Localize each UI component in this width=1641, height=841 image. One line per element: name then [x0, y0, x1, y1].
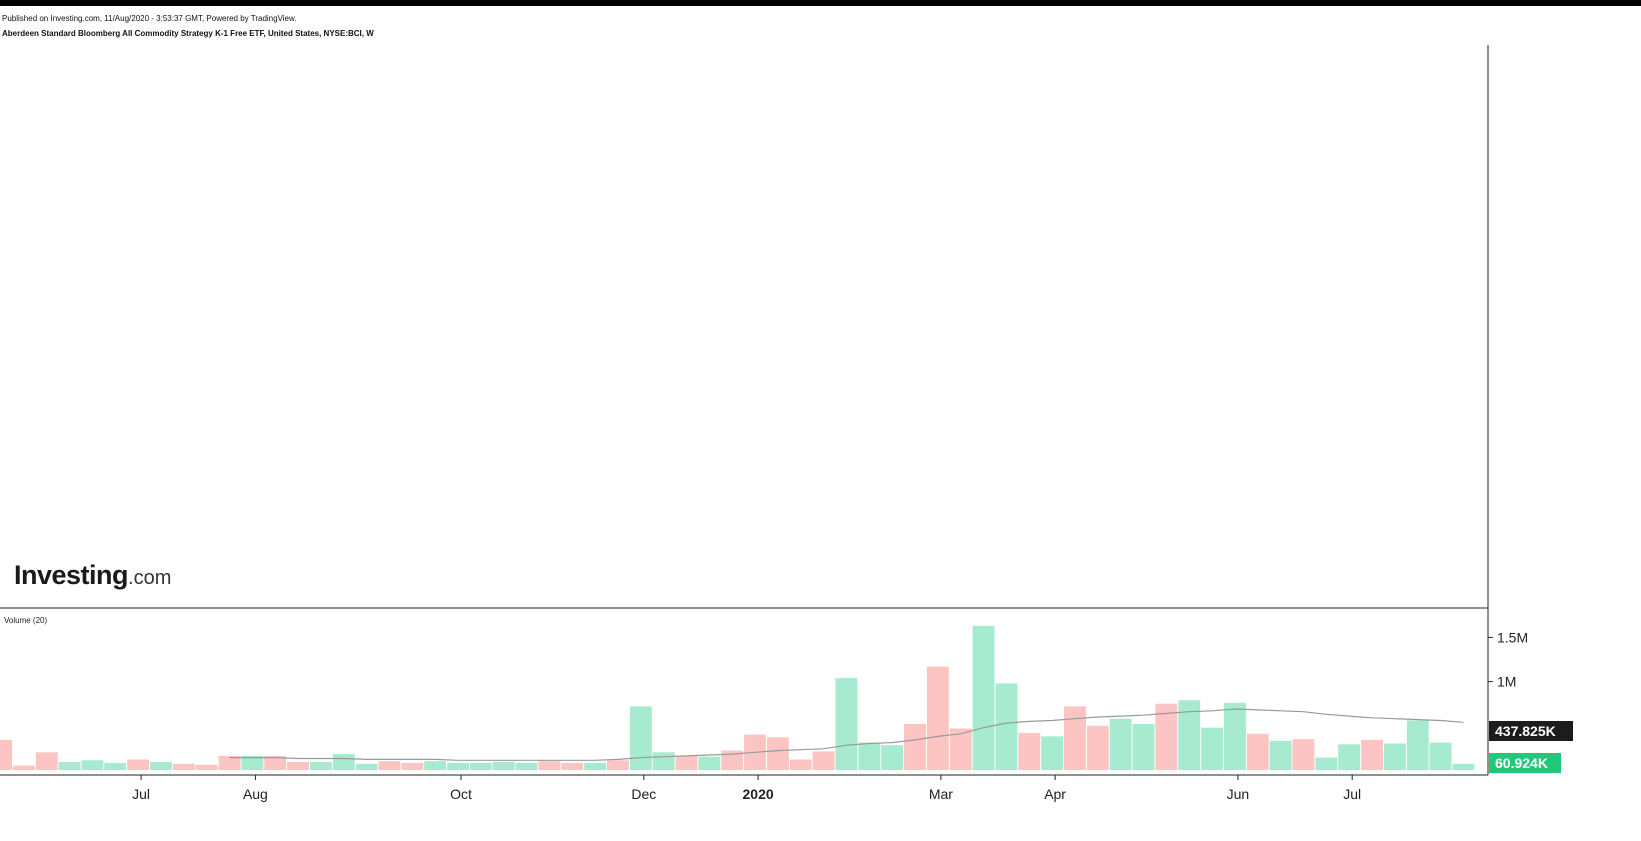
volume-bar: [835, 678, 858, 770]
volume-bar: [629, 706, 652, 770]
volume-bar: [492, 762, 515, 770]
time-axis-ticks: Jul Aug Oct Dec 2020 Mar Apr Jun Jul: [132, 775, 1361, 802]
volume-bar: [1064, 706, 1086, 770]
volume-bar: [0, 739, 12, 770]
volume-bar: [104, 762, 127, 770]
volume-bar: [58, 762, 81, 770]
last-volume-badge-label: 60.924K: [1495, 755, 1548, 771]
chart-axes: [0, 45, 1489, 776]
volume-bar: [972, 625, 995, 770]
volume-bar: [1406, 720, 1429, 770]
volume-bar: [195, 764, 218, 770]
volume-bar: [150, 762, 172, 770]
volume-bar: [1361, 739, 1383, 770]
volume-bar: [35, 752, 58, 770]
volume-bar: [81, 760, 104, 770]
volume-bar: [949, 728, 972, 770]
volume-bar: [332, 754, 355, 770]
volume-bar: [1383, 743, 1406, 770]
volume-bar: [1338, 744, 1361, 770]
time-tick-label: Apr: [1044, 786, 1066, 802]
time-tick-label: 2020: [743, 786, 774, 802]
top-border: [0, 0, 1641, 6]
volume-bar: [721, 750, 744, 770]
volume-bar: [1109, 718, 1132, 770]
logo-suffix: .com: [128, 567, 172, 589]
volume-bar: [172, 763, 195, 770]
volume-bar: [355, 763, 378, 770]
volume-bar: [767, 737, 789, 770]
volume-bar: [675, 755, 698, 770]
time-tick-label: Dec: [631, 786, 656, 802]
volume-bar: [218, 755, 241, 770]
volume-bar: [1041, 736, 1064, 770]
volume-bar: [241, 755, 264, 770]
last-volume-badge: 60.924K: [1489, 753, 1561, 773]
logo-main: Investing: [14, 560, 129, 590]
time-tick-label: Aug: [243, 786, 268, 802]
volume-bar: [698, 756, 721, 770]
volume-bar: [447, 762, 469, 770]
volume-tick-label: 1M: [1497, 674, 1516, 690]
volume-ma-badge-label: 437.825K: [1495, 723, 1556, 739]
time-tick-label: Jul: [132, 786, 150, 802]
volume-pane-label: Volume (20): [4, 616, 48, 625]
volume-ma-line: [229, 708, 1464, 761]
volume-bar: [1201, 727, 1223, 770]
volume-ma-badge: 437.825K: [1489, 721, 1573, 741]
volume-tick-label: 1.5M: [1497, 629, 1528, 645]
time-tick-label: Mar: [929, 786, 953, 802]
volume-bar: [538, 761, 561, 770]
volume-axis-ticks: 1.5M 1M: [1488, 629, 1528, 690]
volume-bar: [1246, 733, 1269, 770]
volume-bar: [926, 666, 949, 770]
last-volume-badge-bg: [1489, 753, 1561, 773]
volume-bar: [264, 755, 287, 770]
published-note: Published on Investing.com, 11/Aug/2020 …: [2, 14, 297, 23]
volume-bar: [12, 765, 35, 770]
time-tick-label: Jul: [1343, 786, 1361, 802]
volume-bar: [584, 762, 607, 770]
volume-bar: [127, 759, 150, 770]
volume-bar: [1086, 725, 1109, 770]
volume-bar: [1178, 700, 1201, 770]
volume-bars: [0, 625, 1475, 770]
volume-bar: [1315, 757, 1338, 770]
chart-subtitle: Aberdeen Standard Bloomberg All Commodit…: [2, 29, 374, 38]
volume-bar: [1132, 724, 1155, 770]
volume-bar: [424, 761, 447, 770]
volume-bar: [607, 760, 629, 770]
volume-bar: [904, 724, 926, 770]
volume-bar: [1269, 740, 1292, 770]
volume-bar: [1224, 702, 1246, 770]
volume-moving-average: [229, 708, 1464, 761]
time-tick-label: Jun: [1227, 786, 1250, 802]
volume-bar: [858, 742, 881, 770]
volume-bar: [1018, 732, 1041, 770]
volume-bar: [310, 762, 332, 770]
volume-bar: [401, 762, 424, 770]
volume-bar: [378, 761, 401, 770]
volume-bar: [1429, 742, 1452, 770]
volume-bar: [812, 751, 835, 770]
volume-bar: [1452, 763, 1475, 770]
volume-ma-badge-bg: [1489, 721, 1573, 741]
volume-bar: [1292, 739, 1315, 770]
volume-bar: [561, 762, 584, 770]
time-tick-label: Oct: [450, 786, 472, 802]
investing-logo: Investing.com: [14, 560, 171, 591]
volume-bar: [287, 762, 309, 770]
volume-bar: [789, 759, 812, 770]
volume-bar: [652, 752, 675, 770]
volume-bar: [515, 762, 538, 770]
volume-bar: [1155, 703, 1178, 770]
volume-bar: [995, 683, 1018, 770]
volume-bar: [469, 762, 492, 770]
volume-bar: [881, 745, 904, 770]
